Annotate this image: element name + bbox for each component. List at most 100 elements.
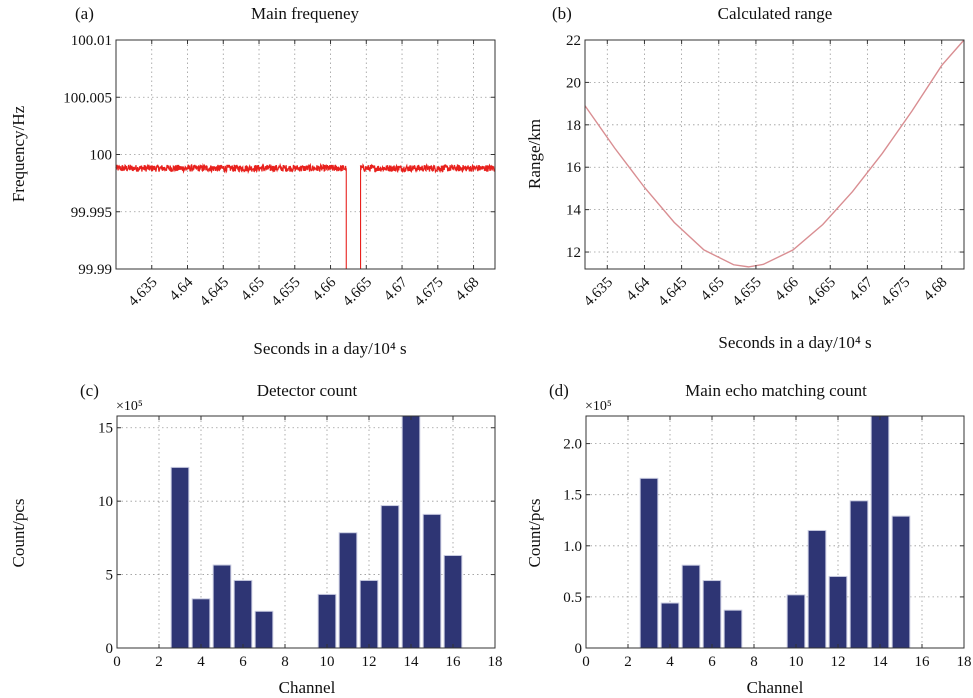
panel-b-range-curve	[584, 39, 965, 268]
panel-c-bar-channel-10	[317, 593, 337, 649]
panel-c-y-tick-label: 10	[98, 494, 113, 510]
panel-a-x-axis-label: Seconds in a day/10⁴ s	[253, 339, 406, 358]
panel-c-bar-channel-5	[212, 564, 232, 649]
panel-c-x-tick-label: 6	[239, 654, 247, 670]
panel-c-x-tick-label: 14	[404, 654, 420, 670]
panel-b-x-tick-label: 4.64	[623, 274, 653, 304]
panel-d-y-tick-label: 1.5	[563, 488, 582, 504]
panel-b-y-tick-label: 18	[566, 118, 581, 134]
panel-d-x-tick-label: 4	[666, 654, 674, 670]
panel-c-bar-channel-11	[338, 532, 358, 649]
panel-c-x-tick-label: 2	[155, 654, 163, 670]
panel-b-x-tick-label: 4.68	[921, 275, 951, 305]
panel-c-bar-channel-13	[380, 505, 400, 649]
panel-a-x-tick-label: 4.64	[166, 274, 196, 304]
panel-d-bar-channel-4	[660, 602, 680, 649]
panel-d-label: (d)	[549, 381, 569, 400]
panel-a-title: Main frequeney	[251, 4, 360, 23]
panel-d-bar-channel-11	[807, 529, 827, 649]
panel-c-bar-channel-16	[443, 554, 463, 649]
panel-b-y-tick-label: 22	[566, 33, 581, 49]
panel-d-x-tick-label: 14	[873, 654, 889, 670]
panel-c-bar-channel-7	[254, 610, 274, 649]
panel-d-bar-channel-13	[849, 500, 869, 649]
panel-a-x-tick-label: 4.67	[381, 274, 411, 304]
panel-a-label: (a)	[75, 4, 94, 23]
panel-b-x-tick-label: 4.67	[846, 274, 876, 304]
panel-a-y-tick-label: 99.99	[78, 262, 112, 278]
panel-c-plot-frame	[116, 415, 496, 649]
panel-b-y-tick-label: 14	[566, 203, 582, 219]
panel-c-bar-channel-15	[422, 513, 442, 649]
panel-c-y-tick-label: 0	[106, 641, 114, 657]
panel-b-x-tick-label: 4.635	[581, 275, 616, 310]
panel-b-y-tick-label: 20	[566, 75, 581, 91]
panel-c-bar-channel-12	[359, 579, 379, 649]
panel-b-x-axis-label: Seconds in a day/10⁴ s	[718, 333, 871, 352]
panel-d-y-tick-label: 2.0	[563, 437, 582, 453]
panel-c-bar-channel-4	[191, 598, 211, 649]
panel-d-x-tick-label: 12	[831, 654, 846, 670]
panel-d-bar-channel-10	[786, 594, 806, 649]
panel-d-bar-channel-5	[681, 564, 701, 649]
panel-d-multiplier: ×10⁵	[585, 399, 612, 414]
panel-a-x-tick-label: 4.645	[197, 275, 232, 310]
panel-b-plot-frame	[584, 39, 965, 270]
panel-d-x-tick-label: 2	[624, 654, 632, 670]
panel-b-y-tick-label: 12	[566, 245, 581, 261]
panel-d-bar-channel-7	[723, 609, 743, 649]
panel-d-bar-channel-14	[870, 415, 890, 649]
panel-a-x-tick-label: 4.65	[238, 275, 268, 305]
panel-a-y-axis-label: Frequency/Hz	[9, 105, 28, 202]
panel-c-x-tick-label: 8	[281, 654, 289, 670]
panel-c-x-axis-label: Channel	[279, 678, 336, 697]
panel-b-label: (b)	[552, 4, 572, 23]
panel-b-calculated-range: (b) Calculated range 4.635 4.64 4.645 4.65 4…	[525, 4, 965, 352]
panel-c-label: (c)	[80, 381, 99, 400]
panel-c-bar-channel-14	[401, 415, 421, 649]
panel-a-x-tick-label: 4.635	[125, 275, 160, 310]
panel-c-y-tick-label: 5	[106, 568, 114, 584]
panel-a-y-tick-label: 100.01	[71, 33, 112, 49]
panel-a-x-tick-label: 4.665	[340, 275, 375, 310]
panel-b-x-tick-label: 4.65	[698, 275, 728, 305]
panel-d-y-axis-label: Count/pcs	[525, 499, 544, 568]
panel-c-y-axis-label: Count/pcs	[9, 499, 28, 568]
panel-a-y-tick-label: 100.005	[63, 90, 112, 106]
panel-c-x-tick-label: 12	[362, 654, 377, 670]
panel-a-y-tick-label: 100	[90, 148, 113, 164]
panel-a-x-tick-label: 4.655	[268, 275, 303, 310]
panel-a-frequency-band-segment-2	[359, 163, 496, 174]
panel-d-x-tick-label: 10	[789, 654, 804, 670]
panel-d-x-tick-label: 6	[708, 654, 716, 670]
panel-d-bar-channel-3	[639, 477, 659, 649]
panel-c-x-tick-label: 16	[446, 654, 462, 670]
panel-d-y-tick-label: 0	[575, 641, 583, 657]
panel-a-x-tick-label: 4.68	[453, 275, 483, 305]
panel-c-x-tick-label: 18	[488, 654, 503, 670]
panel-b-x-tick-label: 4.675	[878, 275, 913, 310]
panel-a-frequency-band-segment-1	[115, 162, 347, 175]
panel-d-x-tick-label: 0	[582, 654, 590, 670]
panel-d-plot-frame	[585, 415, 965, 649]
panel-c-bar-channel-3	[170, 466, 190, 649]
panel-d-main-echo-matching-count: (d) Main echo matching count ×10⁵ 0 2 4 6 8 1…	[525, 381, 972, 697]
panel-a-main-frequency: (a) Main frequeney 4.635 4.64 4.645 4.65 4.6…	[9, 4, 496, 358]
panel-c-title: Detector count	[257, 381, 358, 400]
panel-d-x-tick-label: 8	[750, 654, 758, 670]
panel-b-x-tick-label: 4.655	[730, 275, 765, 310]
panel-d-y-tick-label: 0.5	[563, 590, 582, 606]
panel-d-y-tick-label: 1.0	[563, 539, 582, 555]
panel-a-x-tick-label: 4.675	[411, 275, 446, 310]
panel-c-x-tick-label: 10	[320, 654, 335, 670]
panel-b-y-axis-label: Range/km	[525, 119, 544, 189]
panel-c-multiplier: ×10⁵	[116, 399, 143, 414]
panel-d-bar-channel-12	[828, 575, 848, 649]
panel-c-y-tick-label: 15	[98, 421, 113, 437]
panel-c-x-tick-label: 0	[113, 654, 121, 670]
panel-b-x-tick-label: 4.66	[772, 274, 802, 304]
panel-b-y-tick-label: 16	[566, 160, 582, 176]
panel-d-x-tick-label: 16	[915, 654, 931, 670]
panel-d-x-axis-label: Channel	[747, 678, 804, 697]
